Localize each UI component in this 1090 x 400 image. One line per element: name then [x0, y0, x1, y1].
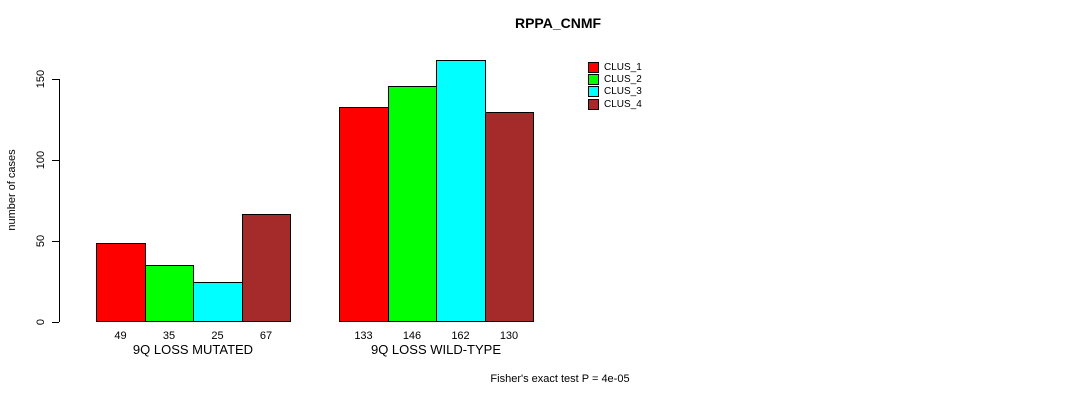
legend-label: CLUS_2	[604, 74, 642, 86]
y-axis-tick-label: 150	[35, 69, 47, 89]
bar-clus_3-1	[193, 282, 243, 322]
y-axis-label: number of cases	[6, 149, 18, 231]
legend-item-clus_1: CLUS_1	[588, 61, 642, 73]
bar-clus_4-1	[242, 214, 291, 322]
bar-clus_4-2	[485, 112, 534, 322]
legend-item-clus_3: CLUS_3	[588, 86, 642, 98]
footnote: Fisher's exact test P = 4e-05	[490, 373, 630, 385]
legend-item-clus_4: CLUS_4	[588, 98, 642, 110]
bar-value-label: 49	[114, 330, 127, 342]
legend-swatch-icon	[588, 86, 599, 98]
legend-label: CLUS_3	[604, 86, 642, 98]
bar-value-label: 25	[211, 330, 224, 342]
legend-swatch-icon	[588, 74, 599, 86]
legend-label: CLUS_1	[604, 61, 642, 73]
y-axis-line	[59, 79, 60, 322]
legend-label: CLUS_4	[604, 98, 642, 110]
y-axis-tick-label: 100	[35, 150, 47, 170]
legend-swatch-icon	[588, 98, 599, 110]
chart-title: RPPA_CNMF	[514, 15, 602, 31]
legend-swatch-icon	[588, 61, 599, 73]
bar-clus_2-2	[388, 86, 437, 322]
legend-item-clus_2: CLUS_2	[588, 73, 642, 86]
bar-value-label: 133	[354, 330, 373, 342]
y-axis-tick-label: 0	[35, 318, 47, 326]
y-axis-tick	[52, 160, 59, 161]
bar-value-label: 130	[499, 330, 519, 342]
y-axis-tick	[52, 241, 59, 242]
y-axis-tick-label: 50	[35, 234, 47, 248]
bar-value-label: 67	[259, 330, 273, 342]
bar-clus_2-1	[145, 265, 194, 322]
y-axis-tick	[52, 79, 59, 80]
group-label: 9Q LOSS MUTATED	[132, 342, 254, 357]
bar-value-label: 146	[402, 330, 422, 342]
legend: CLUS_1 CLUS_2 CLUS_3 CLUS_4	[588, 61, 642, 111]
group-label: 9Q LOSS WILD-TYPE	[370, 342, 502, 357]
bar-value-label: 35	[162, 330, 176, 342]
bar-value-label: 162	[451, 330, 470, 342]
y-axis-tick	[52, 322, 59, 323]
bar-clus_1-2	[339, 107, 389, 322]
bar-clus_1-1	[96, 243, 146, 322]
bar-clus_3-2	[436, 60, 486, 322]
